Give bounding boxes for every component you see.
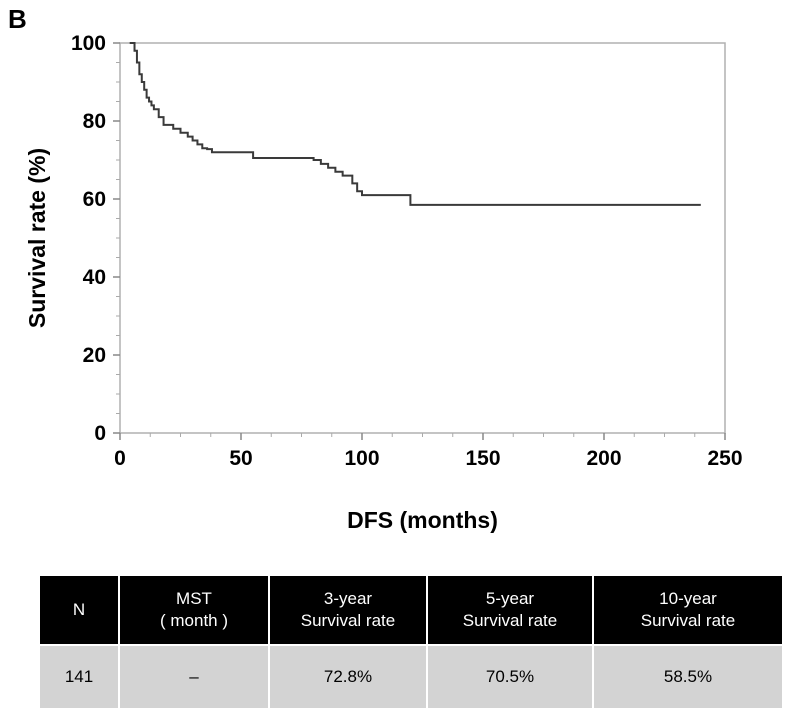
header-mst-line2: ( month ) (159, 611, 229, 630)
y-tick-label: 40 (83, 266, 106, 289)
header-3year-line1: 3-year (323, 589, 373, 608)
x-tick-label: 150 (465, 447, 500, 470)
x-axis-title: DFS (months) (347, 507, 498, 533)
panel-label: B (8, 4, 27, 34)
cell-5year: 70.5% (426, 644, 594, 710)
header-10year-line1: 10-year (659, 589, 717, 608)
survival-stats-table: N MST ( month ) 3-year Survival rate 5-y… (38, 574, 784, 710)
y-axis-title: Survival rate (%) (24, 148, 50, 328)
header-5year: 5-year Survival rate (426, 574, 594, 646)
header-n: N (38, 574, 120, 646)
header-mst-line1: MST (176, 589, 212, 608)
header-5year-line2: Survival rate (462, 611, 558, 630)
y-tick-label: 60 (83, 188, 106, 211)
cell-mst: – (118, 644, 270, 710)
y-tick-label: 80 (83, 110, 106, 133)
header-5year-line1: 5-year (485, 589, 535, 608)
header-10year: 10-year Survival rate (592, 574, 784, 646)
x-tick-label: 250 (707, 447, 742, 470)
cell-3year: 72.8% (268, 644, 428, 710)
header-mst: MST ( month ) (118, 574, 270, 646)
plot-border (119, 42, 726, 434)
y-tick-label: 20 (83, 344, 106, 367)
x-tick-label: 50 (229, 447, 252, 470)
table-row: 141 – 72.8% 70.5% 58.5% (38, 644, 784, 710)
header-10year-line2: Survival rate (640, 611, 736, 630)
cell-n: 141 (38, 644, 120, 710)
header-3year: 3-year Survival rate (268, 574, 428, 646)
survival-curve (129, 42, 701, 206)
x-tick-label: 200 (586, 447, 621, 470)
plot-frame (119, 42, 726, 434)
x-axis-ticks: 0 50 100 150 200 250 (114, 433, 743, 470)
header-3year-line2: Survival rate (300, 611, 396, 630)
header-n-label: N (72, 600, 86, 619)
y-tick-label: 0 (94, 422, 106, 445)
survival-chart: 0 20 40 60 80 100 0 50 100 150 200 250 DFS (months… (24, 32, 743, 533)
y-tick-label: 100 (71, 32, 106, 55)
series-layer (129, 42, 701, 206)
x-tick-label: 0 (114, 447, 126, 470)
table-header-row: N MST ( month ) 3-year Survival rate 5-y… (38, 574, 784, 646)
y-axis-ticks: 0 20 40 60 80 100 (71, 32, 120, 445)
cell-10year: 58.5% (592, 644, 784, 710)
x-tick-label: 100 (344, 447, 379, 470)
